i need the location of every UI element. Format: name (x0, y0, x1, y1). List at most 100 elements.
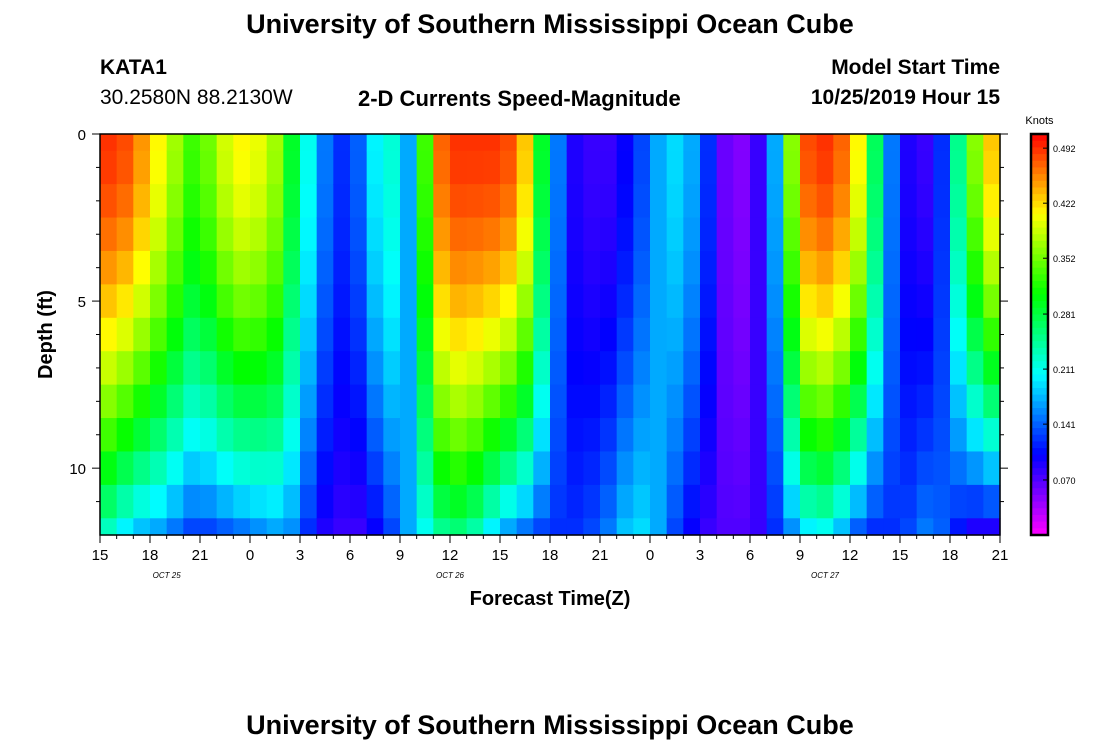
heatmap-cell (983, 217, 1001, 252)
heatmap-cell (966, 134, 984, 152)
heatmap-cell (716, 484, 734, 519)
heatmap-cell (583, 284, 601, 319)
heatmap-cell (766, 150, 784, 185)
heatmap-cell (883, 250, 901, 285)
heatmap-cell (600, 217, 618, 252)
heatmap-cell (150, 418, 168, 453)
colorbar-tick-label: 0.141 (1053, 420, 1076, 430)
heatmap-cell (200, 184, 218, 219)
heatmap-cell (233, 384, 251, 419)
heatmap-cell (916, 217, 934, 252)
heatmap-cell (383, 451, 401, 486)
colorbar-swatch (1031, 394, 1048, 402)
heatmap-cell (816, 484, 834, 519)
heatmap-cell (166, 484, 184, 519)
colorbar-swatch (1031, 134, 1048, 142)
heatmap-cell (800, 134, 818, 152)
heatmap-cell (483, 384, 501, 419)
heatmap-cell (300, 484, 318, 519)
heatmap-cell (966, 184, 984, 219)
heatmap-cell (266, 284, 284, 319)
heatmap-cell (366, 184, 384, 219)
heatmap-cell (500, 518, 518, 536)
heatmap-cell (616, 518, 634, 536)
heatmap-cell (233, 518, 251, 536)
heatmap-cell (416, 418, 434, 453)
heatmap-cell (583, 150, 601, 185)
heatmap-cell (316, 284, 334, 319)
colorbar-swatch (1031, 287, 1048, 295)
heatmap-cell (450, 351, 468, 386)
heatmap-cell (350, 150, 368, 185)
heatmap-cell (400, 250, 418, 285)
heatmap-cell (116, 284, 134, 319)
heatmap-cell (383, 134, 401, 152)
colorbar-swatch (1031, 301, 1048, 309)
heatmap-cell (483, 184, 501, 219)
heatmap-cell (383, 418, 401, 453)
heatmap-cell (916, 250, 934, 285)
heatmap-cell (516, 284, 534, 319)
heatmap-cell (483, 484, 501, 519)
heatmap-cell (950, 351, 968, 386)
heatmap-cell (350, 518, 368, 536)
heatmap-cell (600, 317, 618, 352)
heatmap-cell (766, 451, 784, 486)
heatmap-cell (250, 384, 268, 419)
heatmap-cell (500, 184, 518, 219)
colorbar-swatch (1031, 180, 1048, 188)
heatmap-cell (466, 451, 484, 486)
heatmap-cell (616, 317, 634, 352)
heatmap-cell (850, 217, 868, 252)
colorbar-swatch (1031, 408, 1048, 416)
heatmap-cell (533, 384, 551, 419)
heatmap-cell (100, 418, 118, 453)
heatmap-cell (366, 484, 384, 519)
heatmap-cell (883, 150, 901, 185)
heatmap-cell (883, 217, 901, 252)
heatmap-cell (766, 384, 784, 419)
heatmap-cell (450, 284, 468, 319)
heatmap-cell (833, 250, 851, 285)
heatmap-cell (900, 518, 918, 536)
heatmap-cell (666, 284, 684, 319)
heatmap-cell (100, 484, 118, 519)
heatmap-cell (566, 451, 584, 486)
heatmap-cell (683, 518, 701, 536)
colorbar-swatch (1031, 474, 1048, 483)
heatmap-cell (666, 484, 684, 519)
heatmap-cell (933, 351, 951, 386)
heatmap-cell (433, 451, 451, 486)
heatmap-cell (533, 351, 551, 386)
heatmap-cell (316, 418, 334, 453)
heatmap-cell (900, 134, 918, 152)
heatmap-cell (966, 518, 984, 536)
heatmap-cell (683, 384, 701, 419)
colorbar-swatch (1031, 448, 1048, 456)
heatmap-cell (266, 150, 284, 185)
heatmap-cell (700, 451, 718, 486)
heatmap-cell (350, 184, 368, 219)
heatmap-cell (683, 134, 701, 152)
heatmap-cell (483, 418, 501, 453)
heatmap-cell (683, 217, 701, 252)
heatmap-cell (550, 451, 568, 486)
heatmap-cell (316, 351, 334, 386)
heatmap-cell (616, 418, 634, 453)
heatmap-cell (333, 150, 351, 185)
heatmap-cell (150, 150, 168, 185)
heatmap-cell (650, 317, 668, 352)
model-start-time: 10/25/2019 Hour 15 (810, 86, 1000, 109)
heatmap-cell (750, 250, 768, 285)
heatmap-cell (233, 418, 251, 453)
heatmap-cell (500, 351, 518, 386)
heatmap-cell (933, 518, 951, 536)
heatmap-cell (283, 284, 301, 319)
colorbar-swatch (1031, 214, 1048, 222)
heatmap-cell (400, 284, 418, 319)
heatmap-cell (750, 384, 768, 419)
heatmap-cell (683, 317, 701, 352)
colorbar-swatch (1031, 260, 1048, 269)
heatmap-cell (133, 284, 151, 319)
heatmap-cell (350, 250, 368, 285)
